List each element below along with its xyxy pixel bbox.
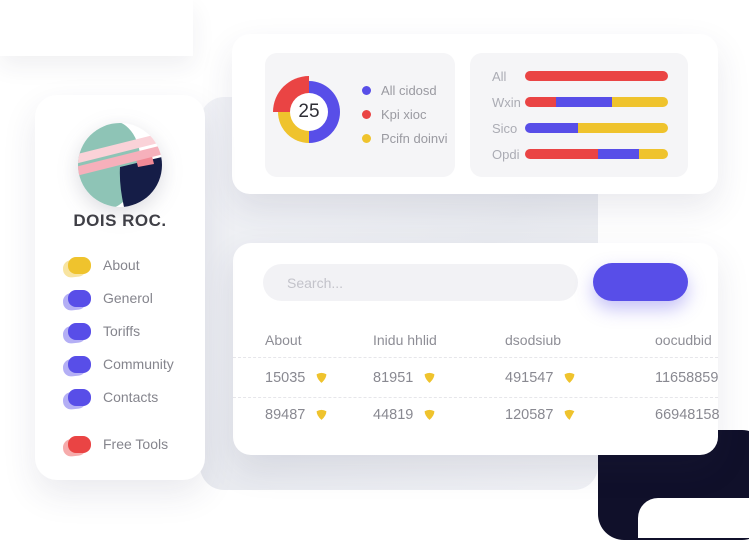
- bar-label: All: [492, 68, 507, 84]
- shield-icon: [423, 408, 436, 422]
- donut-center-value: 25: [290, 93, 328, 131]
- bar-row: Wxin: [470, 89, 688, 115]
- legend-item: All cidosd: [362, 83, 447, 98]
- logo-icon: [78, 123, 162, 207]
- search-input[interactable]: [263, 264, 578, 301]
- table-cell: 66948158: [655, 407, 720, 423]
- bar-label: Sico: [492, 120, 518, 136]
- legend-label: Pcifn doinvi: [381, 131, 448, 146]
- donut-legend: All cidosd Kpi xioc Pcifn doinvi: [362, 83, 447, 146]
- legend-dot-icon: [362, 86, 371, 95]
- bar-track: [525, 123, 668, 133]
- free-tools-blob-icon: [68, 435, 91, 453]
- sidebar-item-label: Toriffs: [103, 323, 141, 339]
- generol-blob-icon: [68, 289, 91, 307]
- legend-label: All cidosd: [381, 83, 437, 98]
- shield-icon: [315, 371, 328, 385]
- stats-card: 25 All cidosd Kpi xioc Pcifn doinvi All: [232, 34, 718, 194]
- sidebar-item-label: Community: [103, 356, 174, 372]
- legend-label: Kpi xioc: [381, 107, 427, 122]
- sidebar-item-free-tools[interactable]: Free Tools: [68, 434, 195, 454]
- donut-chart: 25: [273, 76, 345, 148]
- table-card: About Inidu hhlid dsodsiub oocudbid 1503…: [233, 243, 720, 455]
- sidebar-item-label: Contacts: [103, 389, 159, 405]
- stacked-bar-chart: All Wxin Sico Opdi: [470, 63, 688, 167]
- primary-button[interactable]: [593, 263, 688, 301]
- toriffs-blob-icon: [68, 322, 91, 340]
- bar-row: Sico: [470, 115, 688, 141]
- sidebar-item-generol[interactable]: Generol: [68, 288, 195, 308]
- column-header: dsodsiub: [505, 332, 562, 348]
- bar-track: [525, 97, 668, 107]
- top-left-white-panel: [0, 0, 193, 56]
- shield-icon: [315, 408, 328, 422]
- table-cell: 120587: [505, 407, 655, 423]
- bar-chart-panel: All Wxin Sico Opdi: [470, 53, 688, 177]
- legend-item: Kpi xioc: [362, 107, 447, 122]
- table-row[interactable]: 89487 44819 120587 66948158: [233, 398, 720, 432]
- sidebar-item-toriffs[interactable]: Toriffs: [68, 321, 195, 341]
- sidebar: DOIS ROC. About Generol Toriffs Communit…: [35, 95, 205, 480]
- table-row[interactable]: 15035 81951 491547 11658859: [233, 358, 718, 398]
- bar-label: Opdi: [492, 146, 520, 162]
- donut-chart-panel: 25 All cidosd Kpi xioc Pcifn doinvi: [265, 53, 455, 177]
- bar-row: Opdi: [470, 141, 688, 167]
- table-cell: 11658859: [655, 369, 719, 386]
- table-cell: 81951: [373, 370, 505, 386]
- table-cell: 15035: [265, 370, 373, 386]
- sidebar-item-label: About: [103, 257, 140, 273]
- about-blob-icon: [68, 256, 91, 274]
- shield-icon: [563, 408, 576, 422]
- bar-row: All: [470, 63, 688, 89]
- bar-label: Wxin: [492, 94, 521, 110]
- table-cell: 44819: [373, 407, 505, 423]
- legend-dot-icon: [362, 110, 371, 119]
- community-blob-icon: [68, 355, 91, 373]
- contacts-blob-icon: [68, 388, 91, 406]
- column-header: Inidu hhlid: [373, 332, 437, 348]
- brand-name: DOIS ROC.: [73, 211, 167, 230]
- sidebar-item-community[interactable]: Community: [68, 354, 195, 374]
- table-cell: 89487: [265, 407, 373, 423]
- column-header: About: [265, 332, 302, 348]
- legend-dot-icon: [362, 134, 371, 143]
- bar-track: [525, 71, 668, 81]
- sidebar-item-about[interactable]: About: [68, 255, 195, 275]
- shield-icon: [563, 371, 576, 385]
- sidebar-item-label: Free Tools: [103, 436, 169, 452]
- sidebar-item-label: Generol: [103, 290, 153, 306]
- bar-track: [525, 149, 668, 159]
- table-header-row: About Inidu hhlid dsodsiub oocudbid: [233, 323, 718, 358]
- sidebar-menu: About Generol Toriffs Community Contacts…: [68, 255, 195, 454]
- column-header: oocudbid: [655, 332, 712, 348]
- sidebar-item-contacts[interactable]: Contacts: [68, 387, 195, 407]
- shield-icon: [423, 371, 436, 385]
- data-table: About Inidu hhlid dsodsiub oocudbid 1503…: [233, 323, 720, 432]
- bottom-right-peek-card: [638, 498, 749, 538]
- brand-logo: [78, 123, 162, 207]
- legend-item: Pcifn doinvi: [362, 131, 447, 146]
- table-cell: 491547: [505, 370, 655, 386]
